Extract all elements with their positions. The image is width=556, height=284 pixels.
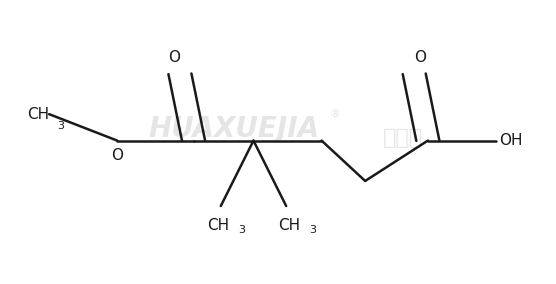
Text: 化学加: 化学加 [383, 128, 423, 148]
Text: ®: ® [330, 109, 341, 119]
Text: O: O [168, 50, 181, 65]
Text: CH: CH [278, 218, 300, 233]
Text: HUAXUEJIA: HUAXUEJIA [149, 116, 320, 143]
Text: 3: 3 [57, 121, 64, 131]
Text: O: O [111, 149, 123, 163]
Text: O: O [414, 50, 426, 65]
Text: 3: 3 [309, 225, 316, 235]
Text: OH: OH [499, 133, 522, 148]
Text: CH: CH [207, 218, 229, 233]
Text: 3: 3 [238, 225, 245, 235]
Text: CH: CH [27, 107, 49, 122]
